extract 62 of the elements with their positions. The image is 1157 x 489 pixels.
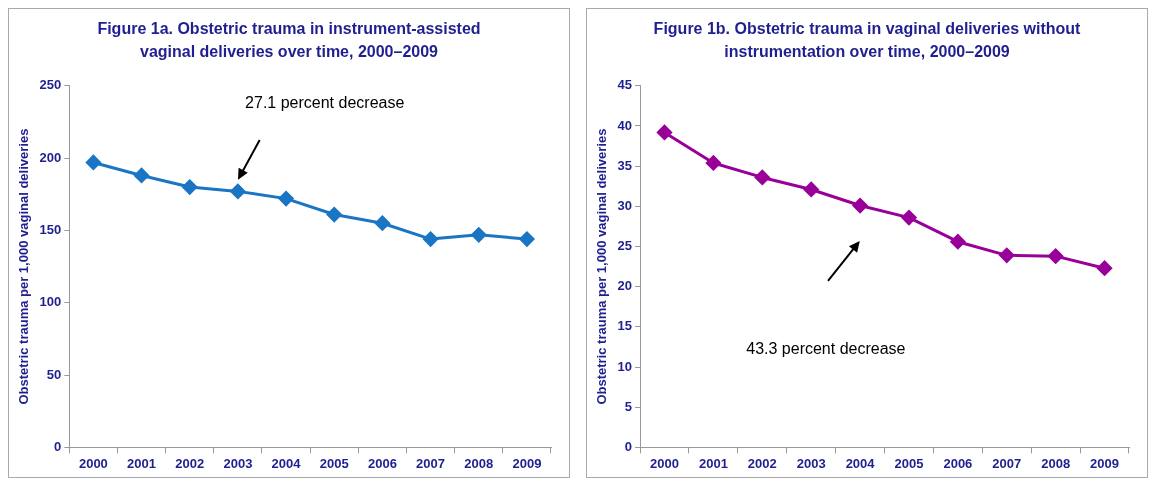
point <box>230 183 246 199</box>
y-tick-label: 50 <box>46 366 62 382</box>
y-tick-label: 45 <box>617 77 633 93</box>
point <box>1097 260 1113 276</box>
y-tick-label: 25 <box>617 238 633 254</box>
x-tick-label: 2009 <box>1090 455 1120 471</box>
y-axis-title: Obstetric trauma per 1,000 vaginal deliveries <box>16 128 32 405</box>
y-tick-label: 250 <box>39 77 62 93</box>
y-tick-label: 35 <box>617 157 633 173</box>
point <box>278 191 294 207</box>
y-tick-label: 100 <box>39 294 62 310</box>
point <box>326 207 342 223</box>
point <box>134 167 150 183</box>
y-tick-label: 30 <box>617 197 633 213</box>
x-tick-label: 2004 <box>845 455 876 471</box>
x-tick-label: 2000 <box>650 455 679 471</box>
x-tick-label: 2008 <box>464 455 494 471</box>
point <box>1048 248 1064 264</box>
annotation: 43.3 percent decrease <box>746 340 906 358</box>
point <box>657 124 673 140</box>
point <box>754 169 770 185</box>
x-tick-label: 2007 <box>416 455 446 471</box>
y-tick-label: 20 <box>617 278 633 294</box>
x-tick-label: 2006 <box>943 455 973 471</box>
annotation: 27.1 percent decrease <box>245 94 405 112</box>
chart-title: Figure 1a. Obstetric trauma in instrument-assisted vaginal deliveries over time, 2000–2009 <box>96 19 482 62</box>
point <box>471 227 487 243</box>
point <box>519 231 535 247</box>
point <box>374 215 390 231</box>
point <box>852 198 868 214</box>
x-tick-label: 2009 <box>512 455 542 471</box>
y-tick-label: 10 <box>617 358 633 374</box>
x-tick-label: 2002 <box>747 455 777 471</box>
x-tick-label: 2003 <box>223 455 253 471</box>
x-tick-label: 2001 <box>698 455 728 471</box>
point <box>423 231 439 247</box>
point <box>182 179 198 195</box>
x-tick-label: 2008 <box>1041 455 1071 471</box>
x-tick-label: 2004 <box>271 455 302 471</box>
point <box>901 210 917 226</box>
y-tick-label: 150 <box>39 222 62 238</box>
y-tick-label: 5 <box>624 398 633 414</box>
point <box>803 181 819 197</box>
chart-title: Figure 1b. Obstetric trauma in vaginal deliveries without instrumentation over time, 2000–2009 <box>652 19 1082 62</box>
x-tick-label: 2005 <box>894 455 924 471</box>
x-tick-label: 2001 <box>127 455 157 471</box>
x-tick-label: 2005 <box>319 455 349 471</box>
y-tick-label: 0 <box>624 438 633 454</box>
x-tick-label: 2000 <box>78 455 108 471</box>
x-tick-label: 2003 <box>796 455 826 471</box>
x-tick-label: 2006 <box>367 455 397 471</box>
point <box>705 155 721 171</box>
y-tick-label: 40 <box>617 117 633 133</box>
point <box>85 154 101 170</box>
x-tick-label: 2007 <box>992 455 1022 471</box>
y-tick-label: 200 <box>39 149 62 165</box>
y-tick-label: 15 <box>617 318 633 334</box>
x-tick-label: 2002 <box>175 455 205 471</box>
y-tick-label: 0 <box>54 438 62 454</box>
y-axis-title: Obstetric trauma per 1,000 vaginal deliveries <box>594 128 610 405</box>
point <box>950 234 966 250</box>
point <box>999 247 1015 263</box>
